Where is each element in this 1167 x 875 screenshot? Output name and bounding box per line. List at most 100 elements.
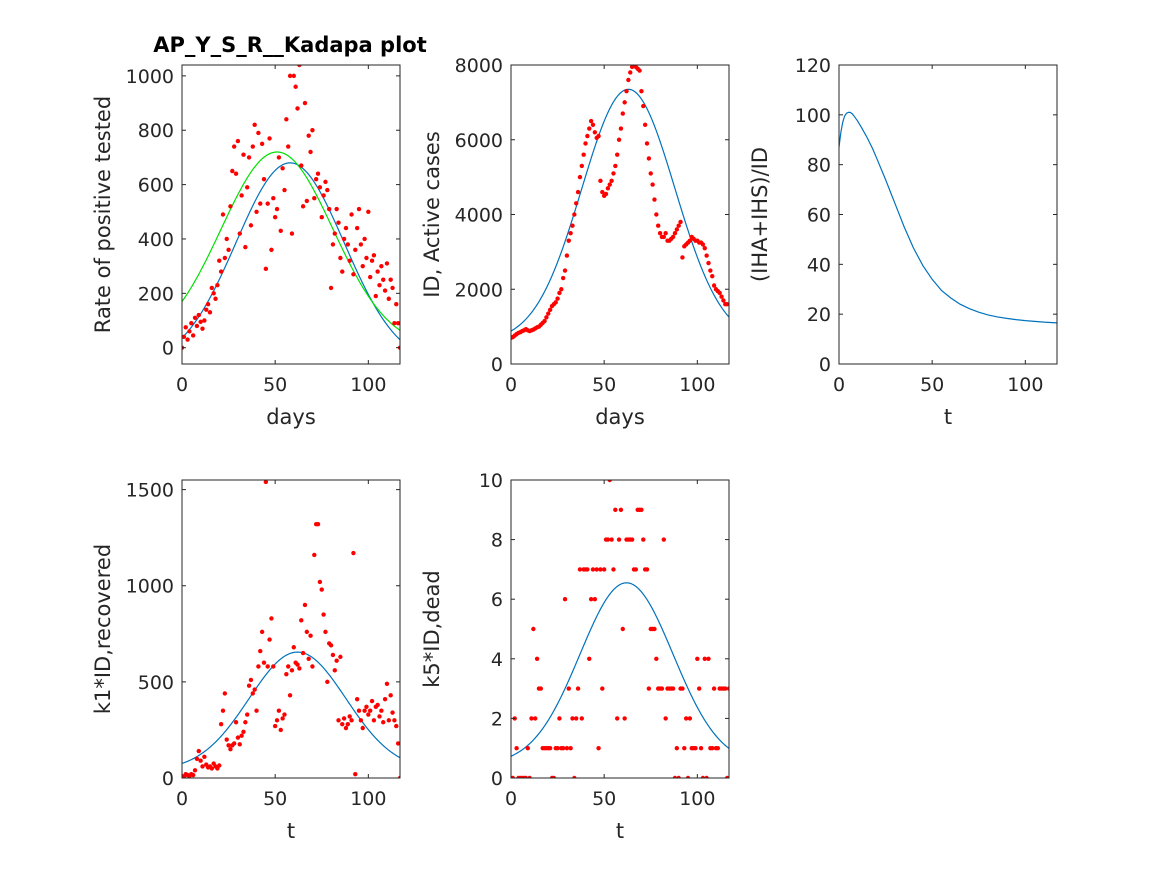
p2-data-point-75 xyxy=(648,171,653,176)
p5-data-point-99 xyxy=(693,746,698,751)
p5-data-point-32 xyxy=(568,746,573,751)
p1-data-point-98 xyxy=(362,236,367,242)
p1-data-point-47 xyxy=(267,136,272,141)
p1-data-point-21 xyxy=(218,269,224,274)
p2-data-point-79 xyxy=(656,223,661,228)
p1-data-point-2 xyxy=(183,325,188,330)
p5-data-point-30 xyxy=(564,746,570,751)
p1-data-point-73 xyxy=(315,171,321,176)
p2-data-point-51 xyxy=(603,191,609,197)
p3-ytick-label-2: 40 xyxy=(807,254,831,276)
p1-data-point-14 xyxy=(205,302,211,307)
p2-data-point-20 xyxy=(546,311,551,316)
p5-data-point-46 xyxy=(594,567,599,572)
p4-data-point-71 xyxy=(312,552,317,558)
p1-data-point-108 xyxy=(381,277,386,282)
p1-data-point-28 xyxy=(231,144,237,149)
p4-data-point-84 xyxy=(336,718,341,723)
p1-data-point-96 xyxy=(358,242,364,247)
p1-data-point-94 xyxy=(354,225,360,231)
p2-ytick-label-3: 6000 xyxy=(455,130,503,152)
p4-data-point-20 xyxy=(217,763,222,768)
p1-data-point-80 xyxy=(328,285,334,291)
p4-data-point-37 xyxy=(248,677,254,683)
p2-data-point-57 xyxy=(615,152,620,157)
p1-data-point-93 xyxy=(353,247,358,253)
p1-data-point-85 xyxy=(338,255,343,261)
p5-data-point-78 xyxy=(654,656,659,661)
p1-series-0-line xyxy=(182,162,400,341)
p4-axes-box xyxy=(181,479,401,779)
p5-data-point-106 xyxy=(706,656,711,661)
p3-series-0-line xyxy=(839,111,1057,324)
p2-xtick-label-2: 100 xyxy=(679,374,715,396)
p2-data-point-25 xyxy=(555,296,560,301)
p4-data-point-64 xyxy=(299,618,304,623)
p5-data-point-52 xyxy=(605,537,611,542)
p1-data-point-101 xyxy=(367,274,373,280)
p2-ytick-label-0: 0 xyxy=(491,354,503,376)
p4-data-point-52 xyxy=(276,708,282,713)
p2-data-point-107 xyxy=(708,268,713,273)
p1-data-point-11 xyxy=(200,326,205,331)
p2-ylabel: ID, Active cases xyxy=(420,131,444,298)
p5-data-point-26 xyxy=(557,716,562,721)
p5-data-point-111 xyxy=(715,746,721,751)
p2-xtick-label-0: 0 xyxy=(505,374,517,396)
p4-data-point-93 xyxy=(353,771,358,777)
p4-data-point-67 xyxy=(304,629,310,635)
p1-data-point-64 xyxy=(299,163,304,168)
p1-data-point-116 xyxy=(395,321,400,326)
p5-axes-box xyxy=(510,479,730,779)
p5-data-point-109 xyxy=(711,686,717,691)
p1-data-point-79 xyxy=(327,206,332,212)
p3-ytick-label-4: 80 xyxy=(807,155,831,177)
p1-data-point-45 xyxy=(263,266,269,272)
p5-data-point-95 xyxy=(685,775,691,778)
p1-data-point-110 xyxy=(384,261,390,266)
p1-data-point-113 xyxy=(390,285,395,291)
p3-ytick-label-6: 120 xyxy=(795,55,831,77)
p1-data-point-67 xyxy=(304,198,310,204)
p2-data-point-58 xyxy=(616,137,622,142)
p2-data-point-80 xyxy=(657,230,663,236)
p4-data-point-114 xyxy=(392,718,397,723)
p3-xtick-label-0: 0 xyxy=(833,374,845,396)
p5-data-point-83 xyxy=(663,716,668,721)
p3-ytick-label-1: 20 xyxy=(807,304,831,326)
p1-data-point-16 xyxy=(209,285,215,291)
p5-data-point-90 xyxy=(676,775,681,778)
p1-data-point-23 xyxy=(222,255,228,261)
p2-data-point-39 xyxy=(581,152,586,157)
p1-data-point-65 xyxy=(300,204,306,209)
p2-data-point-18 xyxy=(542,318,547,324)
p1-data-point-41 xyxy=(256,130,261,136)
p2-xlabel: days xyxy=(595,405,645,429)
p5-data-point-94 xyxy=(683,716,689,721)
p4-data-point-42 xyxy=(258,648,263,654)
p4-data-point-103 xyxy=(371,718,377,723)
p4-series-0-line xyxy=(182,651,400,764)
p4-data-point-112 xyxy=(388,693,393,698)
p1-data-point-36 xyxy=(246,155,252,160)
p2-data-point-90 xyxy=(676,223,681,228)
p4-data-point-33 xyxy=(241,729,246,735)
p5-data-point-42 xyxy=(587,656,592,661)
p5-ytick-label-3: 6 xyxy=(491,589,503,611)
p5-data-point-55 xyxy=(611,567,616,572)
p2-data-point-56 xyxy=(613,163,618,169)
p5-data-point-74 xyxy=(646,686,652,691)
p4-data-point-66 xyxy=(302,602,308,608)
p1-data-point-44 xyxy=(261,176,267,182)
p1-data-point-48 xyxy=(269,247,274,253)
p4-ylabel: k1*ID,recovered xyxy=(91,544,115,714)
p4-data-point-62 xyxy=(295,662,300,667)
p2-data-point-44 xyxy=(590,122,596,128)
p4-data-point-91 xyxy=(349,718,354,723)
p4-data-point-10 xyxy=(198,758,203,763)
p4-data-point-34 xyxy=(243,720,248,725)
p5-data-point-53 xyxy=(607,480,612,483)
p5-ytick-label-4: 8 xyxy=(491,530,503,552)
p1-data-point-5 xyxy=(189,321,194,326)
